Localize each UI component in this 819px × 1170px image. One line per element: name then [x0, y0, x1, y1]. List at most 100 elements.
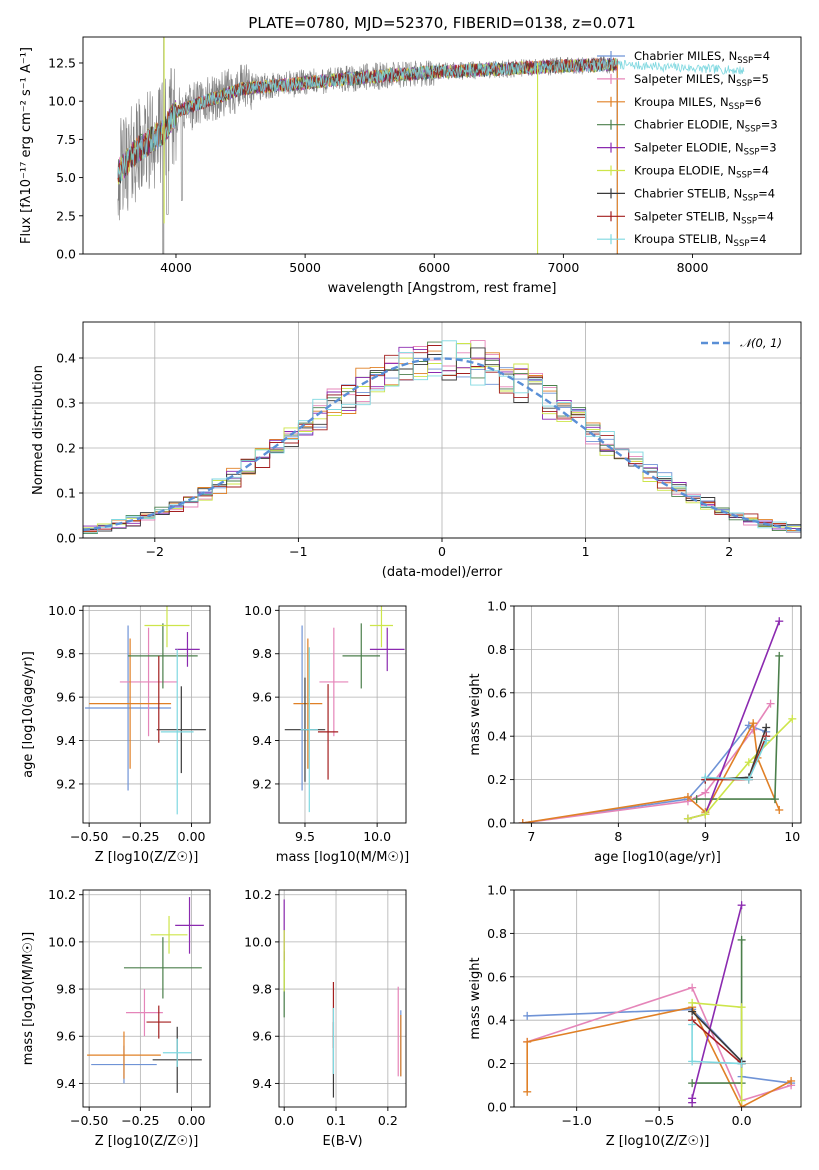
x-tick-label: −0.50	[70, 829, 108, 844]
mass-weight-marker	[688, 1057, 697, 1066]
x-axis-label: Z [log10(Z/Z☉)]	[606, 1134, 710, 1149]
y-tick-label: 10.0	[244, 934, 272, 949]
x-tick-label: 10.0	[363, 829, 391, 844]
x-tick-label: 0.00	[178, 1113, 206, 1128]
mass-weight-marker	[749, 719, 758, 728]
x-tick-label: 0.1	[326, 1113, 346, 1128]
x-axis-label: Z [log10(Z/Z☉)]	[95, 850, 199, 865]
legend-label: Chabrier ELODIE, NSSP=3	[634, 118, 778, 135]
y-tick-label: 9.2	[56, 776, 76, 791]
x-tick-label: 0.2	[378, 1113, 398, 1128]
x-axis-label: mass [log10(M/M☉)]	[276, 850, 409, 865]
x-tick-label: −0.50	[70, 1113, 108, 1128]
y-tick-label: 9.2	[252, 776, 272, 791]
mass-weight-marker	[688, 998, 697, 1007]
gaussian-curve	[83, 357, 801, 532]
y-axis-label: mass weight	[468, 957, 483, 1039]
y-tick-label: 9.4	[252, 733, 272, 748]
panel-spectrum: 4000 5000 6000 7000 8000 0.0 2.5 5.0 7.5 10.0 12.5…	[19, 36, 802, 296]
y-tick-label: 12.5	[48, 55, 76, 70]
errorbar-point	[317, 684, 339, 780]
y-axis-label: age [log10(age/yr)]	[21, 651, 36, 778]
mass-weight-marker	[701, 773, 710, 782]
mass-weight-line	[522, 720, 781, 823]
mass-weight-marker	[523, 1037, 532, 1046]
mass-weight-marker	[683, 792, 692, 801]
y-tick-label: 0.0	[487, 816, 507, 831]
errorbar-point	[119, 627, 178, 737]
legend-label: Chabrier MILES, NSSP=4	[634, 49, 770, 66]
axes-frame: 0.0 0.1 0.2 9.4 9.6 9.8 10.0 10.2 E(B-V)	[244, 887, 407, 1149]
y-axis-label: mass weight	[468, 673, 483, 755]
y-tick-label: 0.8	[487, 926, 507, 941]
spectrum-model-line	[117, 58, 618, 182]
y-tick-label: 10.0	[48, 934, 76, 949]
axes-frame: −0.50 −0.25 0.00 9.2 9.4 9.6 9.8 10.0 Z [log10(Z…	[21, 603, 211, 865]
panel-age-vs-mass: 9.5 10.0 9.2 9.4 9.6 9.8 10.0 mass [log10(M/M☉)…	[244, 603, 409, 865]
axes-frame: −2 −1 0 1 2 0.0 0.1 0.2 0.3 0.4 (data-model)/error…	[31, 321, 802, 580]
plot-area	[283, 899, 402, 1098]
mass-weight-marker	[775, 617, 784, 626]
y-axis-label: Flux [fλ10⁻¹⁷ erg cm⁻² s⁻¹ A⁻¹]	[19, 47, 34, 244]
spectrum-legend: Chabrier MILES, NSSP=4 Salpeter MILES, NS…	[597, 49, 778, 249]
y-tick-label: 0.1	[56, 486, 76, 501]
mass-weight-marker	[688, 1020, 697, 1029]
y-tick-label: 0.6	[487, 969, 507, 984]
axes-frame: 9.5 10.0 9.2 9.4 9.6 9.8 10.0 mass [log10(M/M☉)…	[244, 603, 409, 865]
x-tick-label: 0.0	[732, 1113, 752, 1128]
mass-weight-marker	[688, 983, 697, 992]
x-tick-label: 2	[725, 544, 733, 559]
legend-label: Salpeter ELODIE, NSSP=3	[634, 141, 777, 158]
mass-weight-line	[687, 620, 781, 820]
mass-weight-line	[691, 1019, 743, 1065]
errorbar-point	[175, 897, 204, 954]
y-tick-label: 0.8	[487, 642, 507, 657]
residual-legend: 𝒩(0, 1)	[701, 336, 782, 350]
y-tick-label: 10.2	[244, 887, 272, 902]
axes-frame: −0.50 −0.25 0.00 9.4 9.6 9.8 10.0 10.2 Z [log10(…	[21, 887, 211, 1149]
y-tick-label: 0.0	[56, 531, 76, 546]
errorbar-point	[369, 606, 394, 648]
y-axis-label: mass [log10(M/M☉)]	[21, 932, 36, 1065]
errorbar-point	[123, 937, 202, 999]
y-tick-label: 2.5	[56, 208, 76, 223]
y-axis-label: Normed distribution	[31, 365, 46, 495]
x-tick-label: 7000	[547, 260, 579, 275]
errorbar-point	[144, 606, 190, 648]
y-tick-label: 1.0	[487, 599, 507, 614]
errorbar-point	[342, 623, 381, 689]
mass-weight-marker	[787, 1076, 796, 1085]
plot-area	[85, 606, 206, 815]
mass-weight-marker	[737, 1003, 746, 1012]
y-tick-label: 9.4	[56, 1076, 76, 1091]
mass-weight-marker	[688, 1079, 697, 1088]
mass-weight-marker	[518, 819, 527, 823]
errorbar-point	[85, 625, 172, 791]
panel-massweight-vs-age: 7 8 9 10 0.0 0.2 0.4 0.6 0.8 1.0 age [log10(age/yr…	[468, 599, 802, 865]
x-tick-label: −0.25	[121, 1113, 159, 1128]
legend-label: Salpeter STELIB, NSSP=4	[634, 209, 774, 226]
x-tick-label: −0.5	[644, 1113, 674, 1128]
y-tick-label: 10.0	[48, 94, 76, 109]
y-tick-label: 10.2	[48, 887, 76, 902]
x-tick-label: −2	[146, 544, 164, 559]
x-tick-label: 9	[701, 829, 709, 844]
y-tick-label: 9.8	[252, 982, 272, 997]
x-axis-label: Z [log10(Z/Z☉)]	[95, 1134, 199, 1149]
y-tick-label: 9.8	[56, 982, 76, 997]
axes-frame: 4000 5000 6000 7000 8000 0.0 2.5 5.0 7.5 10.0 12.5…	[19, 36, 802, 296]
mass-weight-line	[687, 718, 793, 820]
histogram-step	[83, 340, 801, 534]
y-tick-label: 9.6	[56, 1029, 76, 1044]
mass-weight-marker	[762, 736, 771, 745]
legend-label: Kroupa STELIB, NSSP=4	[634, 232, 766, 249]
y-tick-label: 0.2	[56, 441, 76, 456]
y-tick-label: 9.6	[56, 690, 76, 705]
y-tick-label: 9.6	[252, 1029, 272, 1044]
mass-weight-line	[705, 740, 767, 781]
y-tick-label: 9.4	[252, 1076, 272, 1091]
errorbar-point	[162, 1038, 192, 1067]
y-tick-label: 9.4	[56, 733, 76, 748]
x-tick-label: 0	[438, 544, 446, 559]
